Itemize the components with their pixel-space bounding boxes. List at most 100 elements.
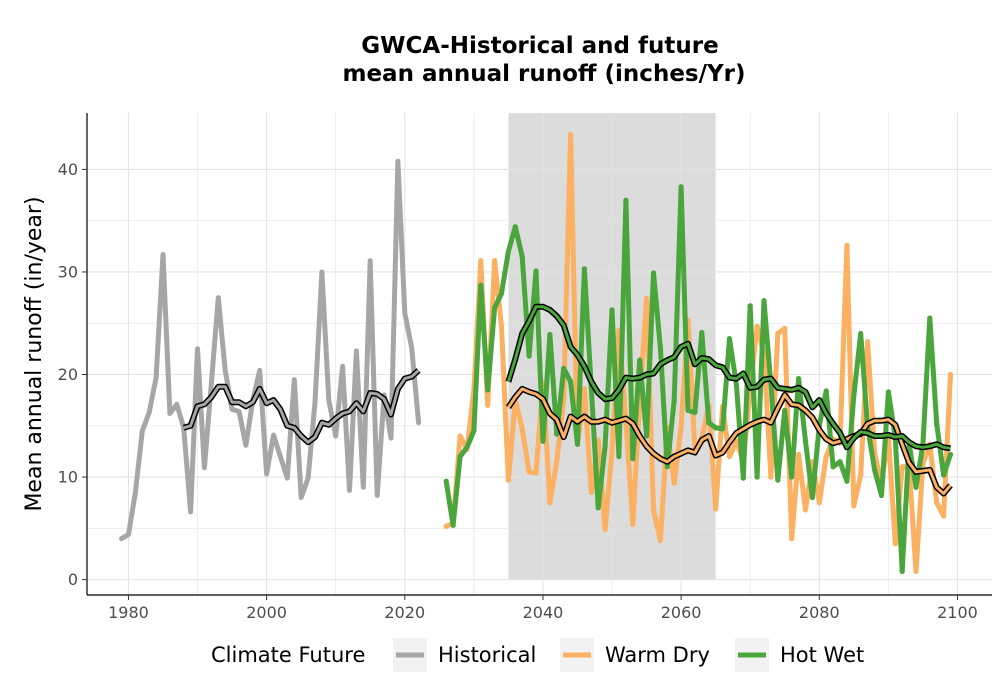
data-point-hot-wet xyxy=(802,438,809,444)
chart-title: GWCA-Historical and future xyxy=(361,33,718,59)
data-point-hot-wet xyxy=(581,266,588,272)
series-layer xyxy=(119,131,954,575)
x-tick-label: 2100 xyxy=(937,603,978,622)
series-line-hot-wet xyxy=(443,184,953,574)
data-point-hot-wet xyxy=(740,475,746,481)
legend-entries: Historical Warm Dry Hot Wet xyxy=(393,638,864,672)
data-point-hot-wet xyxy=(547,331,553,338)
data-point-hot-wet xyxy=(941,472,947,478)
data-point-warm-dry xyxy=(547,500,553,506)
data-point-hot-wet xyxy=(540,438,546,444)
x-tick-label: 2040 xyxy=(523,603,564,622)
data-point-hot-wet xyxy=(782,407,788,414)
data-point-warm-dry xyxy=(899,464,905,470)
y-tick-label: 10 xyxy=(58,468,78,487)
chart-subtitle: mean annual runoff (inches/Yr) xyxy=(342,61,745,87)
data-point-hot-wet xyxy=(471,428,477,434)
plot-area: 0 10 20 30 40 1980 2000 2020 2040 2060 2080 2100 xyxy=(58,113,992,622)
data-point-warm-dry xyxy=(643,296,650,302)
data-point-warm-dry xyxy=(802,507,809,513)
data-point-hot-wet xyxy=(657,345,663,351)
data-point-warm-dry xyxy=(567,131,574,138)
data-point-hot-wet xyxy=(713,425,719,431)
data-point-warm-dry xyxy=(816,500,822,506)
data-point-hot-wet xyxy=(595,505,601,511)
data-point-hot-wet xyxy=(574,441,581,447)
data-point-hot-wet xyxy=(844,478,850,484)
data-point-hot-wet xyxy=(837,459,843,465)
legend-label-warm-dry: Warm Dry xyxy=(605,643,710,667)
data-point-hot-wet xyxy=(533,268,539,274)
data-point-warm-dry xyxy=(775,330,781,337)
data-point-warm-dry xyxy=(650,507,657,513)
data-point-warm-dry xyxy=(726,453,733,460)
data-point-hot-wet xyxy=(498,290,505,297)
legend-label-historical: Historical xyxy=(438,643,536,667)
data-point-warm-dry xyxy=(657,538,663,544)
data-point-hot-wet xyxy=(643,433,650,439)
data-point-warm-dry xyxy=(491,258,498,264)
y-axis-label: Mean annual runoff (in/year) xyxy=(22,196,47,511)
data-point-hot-wet xyxy=(692,409,698,416)
data-point-warm-dry xyxy=(947,371,954,378)
data-point-hot-wet xyxy=(699,329,705,336)
smoothed-line-hot-wet xyxy=(506,305,951,450)
data-point-hot-wet xyxy=(554,431,560,437)
x-tick-label: 1980 xyxy=(108,603,149,622)
data-point-hot-wet xyxy=(795,376,802,382)
x-tick-label: 2020 xyxy=(384,603,425,622)
data-point-hot-wet xyxy=(830,464,836,470)
data-point-warm-dry xyxy=(941,513,947,519)
data-point-warm-dry xyxy=(782,325,788,331)
smoothed-line-warm-dry xyxy=(507,387,952,495)
data-point-hot-wet xyxy=(685,407,691,414)
data-point-hot-wet xyxy=(457,453,463,460)
data-point-warm-dry xyxy=(844,242,850,248)
data-point-warm-dry xyxy=(602,526,608,532)
data-point-hot-wet xyxy=(934,421,940,427)
data-point-warm-dry xyxy=(485,402,491,408)
data-point-hot-wet xyxy=(899,568,905,575)
data-point-warm-dry xyxy=(588,489,594,496)
legend-title: Climate Future xyxy=(211,643,365,667)
data-point-hot-wet xyxy=(775,477,781,483)
data-point-hot-wet xyxy=(637,357,643,363)
data-point-hot-wet xyxy=(747,303,753,309)
data-point-hot-wet xyxy=(491,305,498,311)
y-tick-label: 20 xyxy=(58,365,78,384)
data-point-warm-dry xyxy=(526,469,532,475)
data-point-hot-wet xyxy=(761,298,767,304)
data-point-hot-wet xyxy=(726,336,733,342)
data-point-hot-wet xyxy=(519,253,525,260)
data-point-warm-dry xyxy=(671,480,677,486)
data-point-hot-wet xyxy=(630,456,636,462)
data-point-hot-wet xyxy=(650,270,657,276)
data-point-hot-wet xyxy=(678,184,684,190)
data-point-warm-dry xyxy=(630,521,636,527)
data-point-hot-wet xyxy=(450,522,456,528)
data-point-warm-dry xyxy=(498,323,505,329)
data-point-hot-wet xyxy=(858,330,864,337)
data-point-hot-wet xyxy=(754,474,760,480)
data-point-warm-dry xyxy=(581,386,588,392)
data-point-hot-wet xyxy=(789,474,795,480)
data-point-warm-dry xyxy=(595,437,601,443)
data-point-warm-dry xyxy=(505,477,512,483)
data-point-hot-wet xyxy=(526,353,532,359)
data-point-hot-wet xyxy=(464,444,470,450)
data-point-hot-wet xyxy=(512,224,518,230)
data-point-hot-wet xyxy=(671,397,677,403)
data-point-hot-wet xyxy=(706,420,712,426)
data-point-hot-wet xyxy=(505,248,512,255)
data-point-warm-dry xyxy=(934,500,940,506)
data-point-warm-dry xyxy=(733,438,739,444)
data-point-warm-dry xyxy=(851,503,857,509)
data-point-warm-dry xyxy=(795,451,802,458)
data-point-warm-dry xyxy=(754,323,760,329)
data-point-warm-dry xyxy=(519,426,525,432)
y-tick-label: 30 xyxy=(58,262,78,281)
data-point-hot-wet xyxy=(871,467,878,473)
data-point-warm-dry xyxy=(443,523,449,529)
data-point-hot-wet xyxy=(478,282,484,288)
